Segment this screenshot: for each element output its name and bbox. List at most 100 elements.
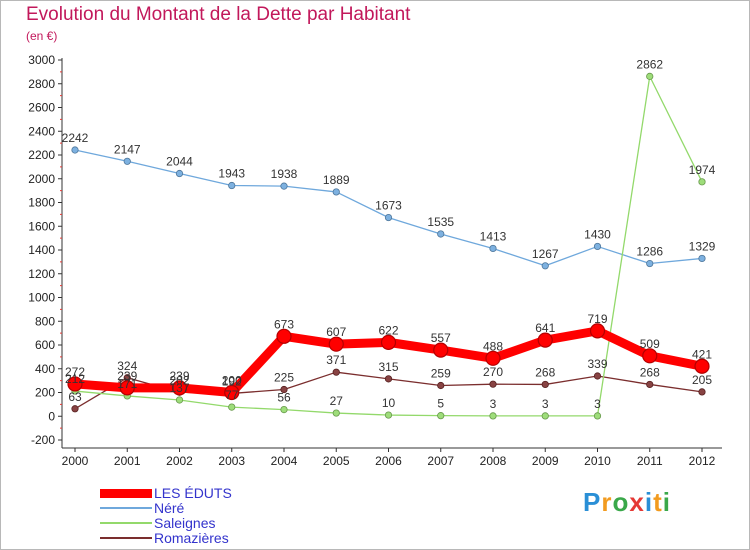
logo-letter: P bbox=[583, 487, 602, 517]
y-tick-label: 1400 bbox=[28, 243, 55, 257]
data-point bbox=[171, 380, 188, 396]
data-point bbox=[698, 254, 706, 263]
data-point bbox=[646, 259, 654, 268]
data-label: 63 bbox=[68, 390, 82, 404]
data-point bbox=[123, 157, 131, 165]
y-tick-label: -200 bbox=[31, 433, 55, 447]
x-tick-label: 2000 bbox=[62, 454, 89, 468]
logo-letter: i bbox=[644, 487, 654, 517]
data-label: 315 bbox=[378, 360, 398, 374]
data-label: 268 bbox=[640, 365, 660, 379]
logo-letter: x bbox=[629, 487, 645, 517]
data-point bbox=[593, 242, 602, 251]
legend-label: Néré bbox=[154, 500, 185, 516]
y-tick-label: 1000 bbox=[28, 291, 55, 305]
data-label: 137 bbox=[169, 381, 189, 395]
y-tick-label: 2200 bbox=[28, 148, 55, 162]
x-tick-label: 2005 bbox=[323, 454, 350, 468]
data-label: 371 bbox=[326, 353, 346, 367]
data-label: 607 bbox=[326, 325, 346, 339]
data-point bbox=[694, 358, 710, 374]
data-point bbox=[332, 368, 340, 376]
logo-letter: t bbox=[653, 487, 663, 517]
x-tick-label: 2009 bbox=[532, 454, 559, 468]
legend-label: Saleignes bbox=[154, 515, 216, 531]
x-tick-label: 2002 bbox=[166, 454, 193, 468]
y-tick-label: 800 bbox=[35, 314, 55, 328]
y-tick-label: 2000 bbox=[28, 172, 55, 186]
data-label: 205 bbox=[692, 373, 712, 387]
data-point bbox=[224, 384, 240, 401]
data-point bbox=[489, 244, 497, 253]
y-tick-label: 0 bbox=[48, 409, 55, 423]
data-point bbox=[433, 342, 449, 358]
data-point bbox=[228, 181, 236, 190]
data-point bbox=[332, 409, 340, 417]
data-point bbox=[537, 332, 553, 348]
data-point bbox=[646, 380, 654, 389]
data-label: 27 bbox=[330, 394, 344, 408]
x-tick-label: 2006 bbox=[375, 454, 402, 468]
data-point bbox=[71, 146, 79, 154]
data-label: 1889 bbox=[323, 173, 350, 187]
x-tick-label: 2003 bbox=[218, 454, 245, 468]
y-tick-label: 1600 bbox=[28, 219, 55, 233]
legend-swatch bbox=[100, 507, 152, 509]
data-label: 1535 bbox=[427, 215, 454, 229]
data-label: 5 bbox=[437, 397, 444, 411]
legend-label: LES ÉDUTS bbox=[154, 485, 232, 501]
data-label: 212 bbox=[65, 372, 85, 386]
data-point bbox=[175, 169, 184, 178]
proxiti-logo: Proxiti bbox=[583, 487, 671, 518]
data-label: 3 bbox=[490, 397, 497, 411]
data-point bbox=[489, 412, 497, 420]
data-point bbox=[384, 411, 393, 419]
y-tick-label: 1800 bbox=[28, 196, 55, 210]
y-tick-label: 2400 bbox=[28, 124, 55, 138]
data-label: 192 bbox=[222, 374, 242, 388]
data-point bbox=[541, 412, 549, 420]
data-point bbox=[698, 388, 706, 396]
data-point bbox=[228, 403, 236, 411]
data-point bbox=[437, 412, 445, 420]
data-point bbox=[437, 381, 445, 390]
data-label: 622 bbox=[378, 323, 398, 337]
data-label: 225 bbox=[274, 371, 294, 385]
data-label: 641 bbox=[535, 321, 555, 335]
data-point bbox=[384, 375, 393, 383]
data-point bbox=[280, 385, 288, 394]
x-tick-label: 2010 bbox=[584, 454, 611, 468]
data-label: 1430 bbox=[584, 227, 611, 241]
data-point bbox=[175, 396, 184, 404]
data-label: 1938 bbox=[271, 167, 298, 181]
data-label: 3 bbox=[542, 397, 549, 411]
data-point bbox=[280, 405, 288, 414]
data-point bbox=[328, 336, 344, 352]
data-label: 202 bbox=[169, 373, 189, 387]
data-label: 509 bbox=[640, 337, 660, 351]
data-label: 673 bbox=[274, 317, 294, 331]
data-label: 719 bbox=[587, 312, 607, 326]
data-point bbox=[71, 405, 79, 413]
data-label: 421 bbox=[692, 347, 712, 361]
data-point bbox=[437, 230, 445, 238]
data-label: 259 bbox=[431, 366, 451, 380]
data-label: 339 bbox=[587, 357, 607, 371]
data-point bbox=[541, 380, 549, 389]
data-point bbox=[119, 380, 135, 396]
data-label: 1267 bbox=[532, 247, 559, 261]
data-point bbox=[642, 348, 658, 364]
data-point bbox=[593, 372, 602, 380]
x-tick-label: 2012 bbox=[689, 454, 716, 468]
data-point bbox=[332, 188, 340, 196]
data-label: 2044 bbox=[166, 155, 193, 169]
data-label: 1286 bbox=[636, 245, 663, 259]
data-label: 239 bbox=[169, 369, 189, 383]
y-tick-label: 3000 bbox=[28, 53, 55, 67]
y-tick-label: 2800 bbox=[28, 77, 55, 91]
data-point bbox=[489, 380, 497, 388]
data-label: 324 bbox=[117, 359, 137, 373]
y-tick-label: 600 bbox=[35, 338, 55, 352]
logo-letter: r bbox=[601, 487, 613, 517]
